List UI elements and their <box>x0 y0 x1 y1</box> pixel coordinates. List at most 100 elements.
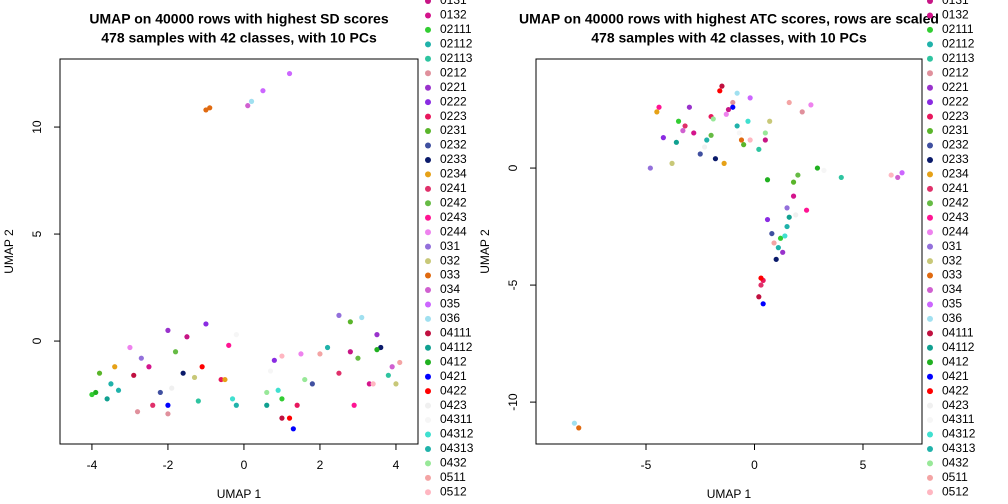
point <box>359 314 365 321</box>
legend-label: 0233 <box>942 152 969 166</box>
legend-marker <box>425 70 431 77</box>
legend-label: 032 <box>942 253 962 267</box>
point <box>782 233 788 239</box>
legend-label: 0223 <box>440 109 467 123</box>
point <box>138 355 144 361</box>
point <box>888 172 894 178</box>
legend-marker <box>927 402 933 409</box>
point <box>786 99 792 106</box>
point <box>790 193 797 199</box>
legend-marker <box>927 315 933 322</box>
point <box>199 364 205 370</box>
point <box>734 123 740 129</box>
legend-marker <box>425 272 431 279</box>
legend-label: 0243 <box>942 210 969 224</box>
legend-label: 0221 <box>440 80 467 94</box>
legend-label: 031 <box>440 239 460 253</box>
legend-label: 0242 <box>440 195 467 209</box>
legend-marker <box>927 0 933 4</box>
point <box>760 301 766 307</box>
legend-label: 0223 <box>942 109 969 123</box>
legend-label: 032 <box>440 253 460 267</box>
legend-label: 02112 <box>942 37 975 51</box>
legend-label: 02113 <box>942 51 975 65</box>
point <box>747 95 753 101</box>
legend-label: 0132 <box>440 8 467 22</box>
legend-label: 0221 <box>942 80 969 94</box>
legend-label: 0233 <box>440 152 467 166</box>
legend-marker <box>425 26 431 33</box>
legend-label: 0511 <box>942 470 968 484</box>
legend-label: 036 <box>440 311 460 325</box>
legend-label: 04313 <box>942 441 976 455</box>
point <box>756 146 762 152</box>
legend-marker <box>425 474 431 481</box>
point <box>734 90 740 96</box>
legend-marker <box>425 344 431 351</box>
legend-label: 0234 <box>942 167 969 181</box>
legend-label: 0231 <box>440 123 467 137</box>
legend-marker <box>927 373 933 380</box>
legend-label: 0412 <box>440 354 467 368</box>
y-tick-label: 0 <box>506 164 520 171</box>
point <box>195 398 201 404</box>
legend-label: 034 <box>942 282 962 296</box>
point <box>814 165 821 171</box>
legend-marker <box>425 388 431 395</box>
legend-marker <box>927 258 933 265</box>
legend-marker <box>425 417 431 424</box>
point <box>764 216 771 223</box>
point <box>821 167 827 174</box>
point <box>378 344 384 351</box>
point <box>680 128 686 134</box>
x-tick-label: -2 <box>163 458 174 472</box>
y-tick-label: 10 <box>30 120 44 134</box>
legend-marker <box>927 359 933 366</box>
legend-marker <box>927 12 933 19</box>
point <box>229 396 236 402</box>
point <box>298 351 304 357</box>
point <box>366 381 372 387</box>
point <box>762 130 768 136</box>
point <box>248 98 255 104</box>
legend-label: 04313 <box>440 441 474 455</box>
legend-label: 0212 <box>942 65 969 79</box>
legend-marker <box>425 445 431 452</box>
x-tick-label: 4 <box>393 458 400 472</box>
legend-marker <box>425 287 431 293</box>
point <box>682 123 688 129</box>
point <box>317 351 323 357</box>
y-tick-label: -5 <box>506 279 520 290</box>
legend-marker <box>927 431 933 438</box>
point <box>336 370 342 376</box>
legend-label: 0243 <box>440 210 467 224</box>
x-tick-label: -4 <box>87 458 98 472</box>
point <box>96 370 103 376</box>
point <box>786 214 792 220</box>
point <box>302 376 308 383</box>
legend-label: 0422 <box>942 383 969 397</box>
legend-marker <box>927 171 933 178</box>
point <box>112 364 118 370</box>
legend-marker <box>927 388 933 395</box>
legend-label: 04111 <box>440 326 472 340</box>
legend-label: 0131 <box>942 0 969 7</box>
legend-marker <box>927 156 933 163</box>
point <box>264 402 270 408</box>
point <box>730 104 736 110</box>
point <box>721 160 727 166</box>
legend-label: 02112 <box>440 37 473 51</box>
legend-label: 0131 <box>440 0 467 7</box>
point <box>741 142 747 148</box>
point <box>762 137 768 143</box>
point <box>165 327 171 333</box>
point <box>370 381 376 387</box>
point <box>803 207 810 213</box>
x-tick-label: 0 <box>241 458 248 472</box>
point <box>294 402 300 408</box>
point <box>576 425 582 431</box>
point <box>203 321 209 327</box>
point <box>279 353 285 359</box>
legend-marker <box>425 258 431 265</box>
